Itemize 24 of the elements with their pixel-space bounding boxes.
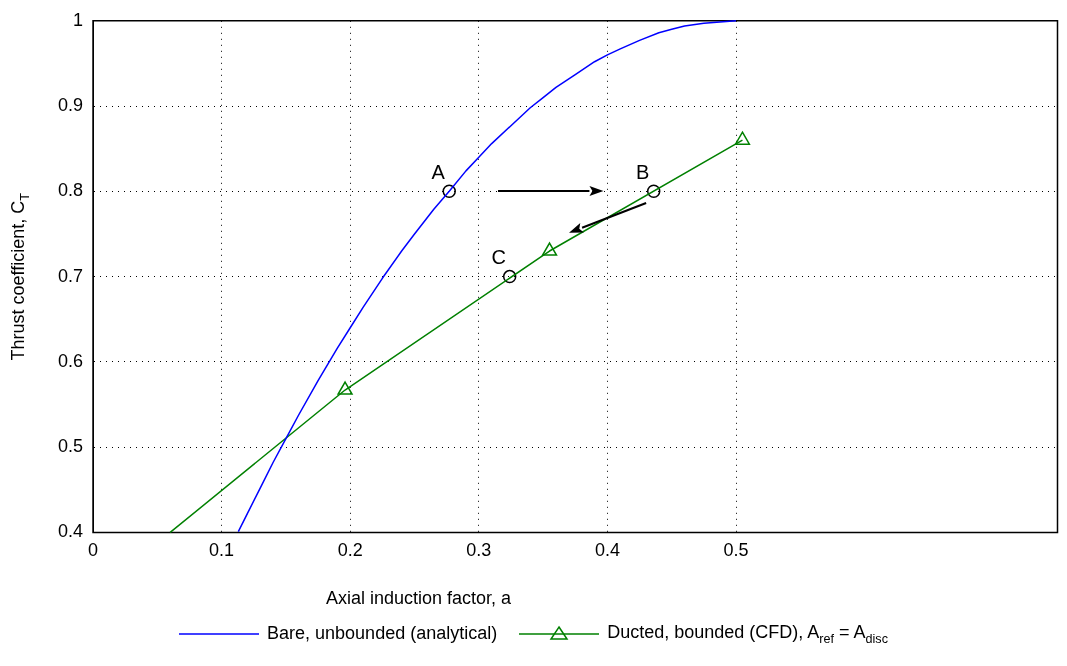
y-tick-label: 0.4 [57, 521, 84, 542]
annotation: B [636, 160, 650, 183]
point [541, 242, 558, 256]
point [337, 381, 353, 395]
y-tick-label: 0.9 [57, 95, 84, 116]
point [646, 184, 661, 199]
point [442, 184, 456, 199]
legend-label: Ducted, bounded (CFD), A$_{ref}$ = A$_{disc}$ [607, 622, 888, 646]
annotation: C [491, 246, 506, 269]
x-tick-label: 0.1 [209, 540, 235, 561]
y-tick-label: 0.5 [57, 436, 84, 457]
y-tick-label: 0.7 [57, 265, 84, 286]
x-tick-label: 0 [88, 540, 99, 561]
x-tick-label: 0.5 [723, 540, 749, 561]
x-tick-label: 0.2 [337, 540, 363, 561]
y-tick-label: 0.6 [57, 350, 84, 371]
y-tick-label: 0.8 [57, 180, 84, 201]
y-tick-label: 1 [73, 9, 84, 30]
x-tick-label: 0.4 [594, 540, 620, 561]
annotation: A [431, 160, 446, 183]
point [502, 269, 517, 284]
legend-label: Bare, unbounded (analytical) [267, 623, 498, 645]
x-axis-title: Axial induction factor, a [324, 588, 513, 609]
x-tick-label: 0.3 [466, 540, 492, 561]
